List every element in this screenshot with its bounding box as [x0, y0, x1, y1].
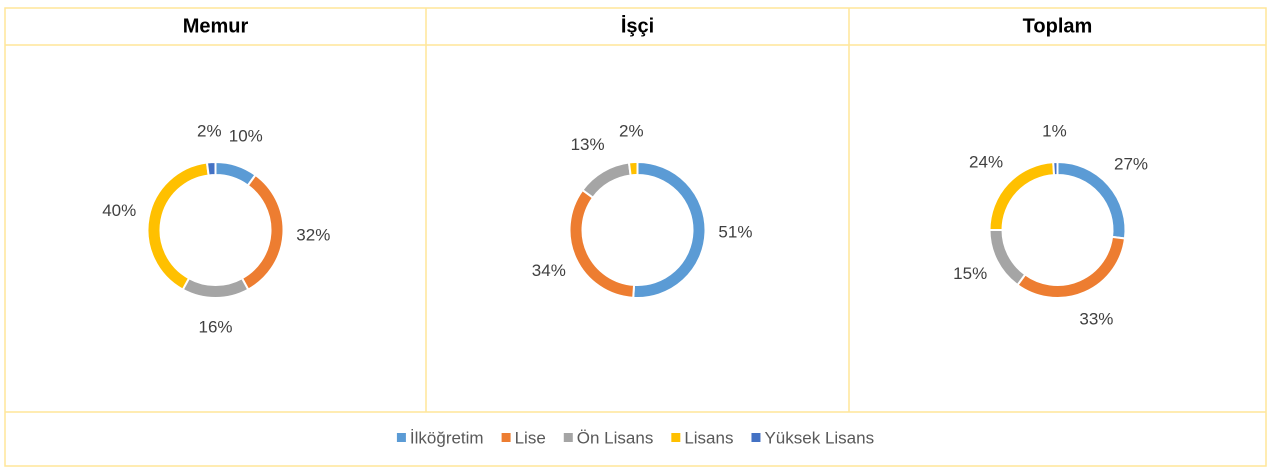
legend-swatch: [751, 433, 761, 442]
legend-swatch: [501, 433, 511, 442]
legend-swatch: [563, 433, 573, 442]
value-label: 32%: [296, 226, 330, 245]
donut-segment: [181, 276, 250, 299]
value-label: 33%: [1079, 309, 1113, 328]
legend-label: Lise: [515, 428, 546, 447]
chart-title: İşçi: [621, 14, 654, 37]
chart-title: Toplam: [1023, 15, 1093, 37]
donut-segment: [988, 161, 1056, 231]
donut-segment: [1016, 235, 1127, 299]
value-label: 1%: [1042, 122, 1067, 141]
table-borders: [4, 7, 1267, 467]
donut-segment: [205, 160, 217, 177]
value-label: 2%: [197, 122, 222, 141]
value-label: 40%: [102, 201, 136, 220]
donut-segment: [568, 188, 636, 299]
legend-swatch: [671, 433, 681, 442]
legend-label: Yüksek Lisans: [764, 428, 874, 447]
chart-title: Memur: [183, 15, 249, 37]
donut-segment: [1052, 160, 1059, 177]
donut-segment: [240, 173, 285, 291]
value-label: 15%: [953, 264, 987, 283]
value-label: 2%: [619, 122, 644, 141]
value-label: 34%: [532, 261, 566, 280]
legend-label: Lisans: [684, 428, 733, 447]
table-border: [4, 7, 1267, 467]
donut-segment: [632, 160, 707, 299]
donut-segment: [627, 160, 639, 177]
legend-label: Ön Lisans: [577, 428, 654, 447]
legend-swatch: [396, 433, 406, 442]
donut-segment: [581, 161, 632, 200]
value-label: 13%: [571, 135, 605, 154]
value-label: 27%: [1114, 155, 1148, 174]
value-label: 16%: [198, 317, 232, 336]
donut-segment: [988, 229, 1027, 287]
legend-label: İlköğretim: [410, 428, 484, 447]
donut-segment: [146, 161, 210, 291]
value-label: 51%: [718, 223, 752, 242]
value-label: 10%: [229, 126, 263, 145]
value-label: 24%: [969, 152, 1003, 171]
